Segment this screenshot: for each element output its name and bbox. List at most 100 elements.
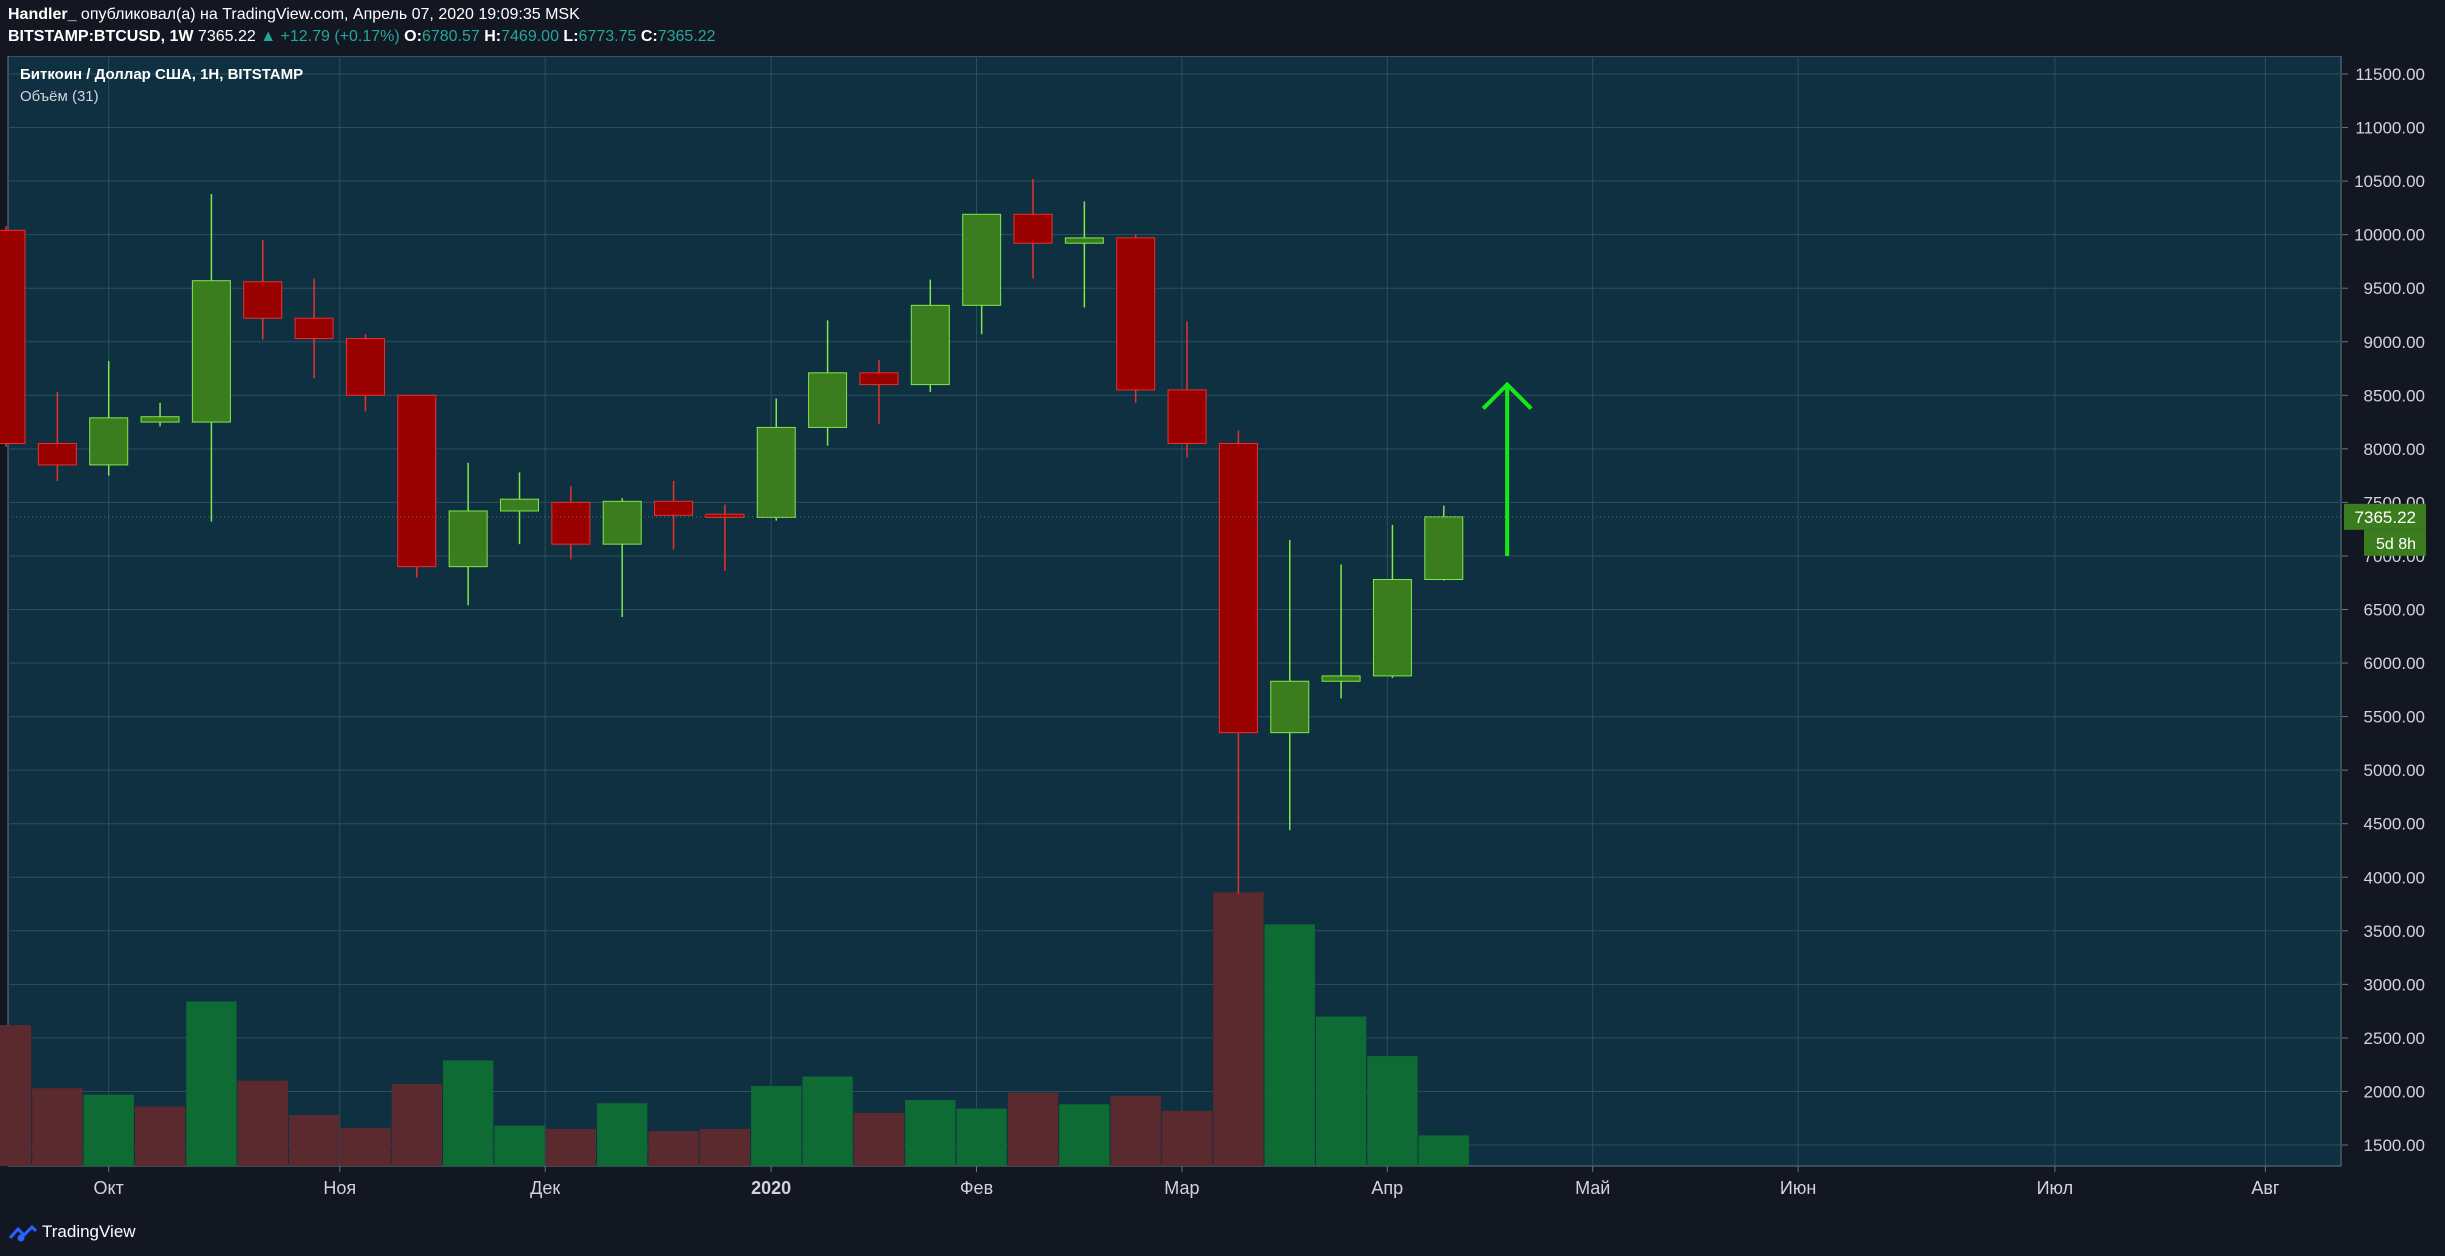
volume-bar (237, 1080, 288, 1166)
candle-body[interactable] (910, 304, 950, 386)
published-text: опубликовал(а) на TradingView.com, Апрел… (76, 6, 580, 23)
volume-bar (1213, 892, 1264, 1166)
ohlc-line: BITSTAMP:BTCUSD, 1W 7365.22 ▲ +12.79 (+0… (8, 28, 716, 46)
candle-body[interactable] (705, 513, 745, 518)
volume-bar (288, 1115, 340, 1166)
price-change: ▲ +12.79 (+0.17%) (260, 28, 400, 45)
x-tick-label: Дек (530, 1178, 560, 1198)
time-axis[interactable] (0, 1167, 2445, 1210)
close-label: C: (640, 28, 658, 45)
price-chart[interactable]: 1500.00 2000.00 2500.00 3000.00 3500.00 4000.… (0, 56, 2445, 1210)
candle-body[interactable] (654, 500, 694, 516)
y-tick-label: 10500.00 (2354, 172, 2425, 191)
x-tick-label: Июл (2037, 1178, 2074, 1198)
volume-bar (699, 1128, 751, 1166)
volume-bar (751, 1086, 802, 1166)
y-tick-label: 8000.00 (2364, 440, 2425, 459)
candle-body[interactable] (140, 416, 180, 423)
price-axis[interactable] (2342, 56, 2445, 1166)
y-tick-label: 2500.00 (2364, 1029, 2425, 1048)
x-tick-label: Окт (94, 1178, 124, 1198)
volume-bar (1110, 1095, 1161, 1166)
candle-body[interactable] (1424, 516, 1464, 581)
candle-body[interactable] (448, 510, 488, 568)
candle-body[interactable] (1064, 237, 1104, 244)
high-value: 7469.00 (501, 28, 559, 45)
candle-body[interactable] (1218, 442, 1258, 734)
volume-bar (494, 1125, 545, 1166)
candle-body[interactable] (243, 281, 283, 319)
y-tick-label: 4000.00 (2364, 868, 2425, 887)
chart-header: Handler_ опубликовал(а) на TradingView.c… (0, 0, 2445, 56)
volume-bar (1418, 1135, 1469, 1166)
close-value: 7365.22 (657, 28, 716, 45)
y-tick-label: 6500.00 (2364, 601, 2425, 620)
candle-body[interactable] (859, 372, 899, 386)
x-tick-label: Ноя (323, 1178, 356, 1198)
y-tick-label: 3000.00 (2364, 975, 2425, 994)
candle-body[interactable] (962, 213, 1002, 306)
candle-body[interactable] (294, 317, 334, 340)
volume-bar (391, 1083, 442, 1166)
open-label: O: (404, 28, 422, 45)
volume-bar (1059, 1104, 1110, 1166)
last-price: 7365.22 (197, 28, 256, 45)
candle-body[interactable] (1321, 675, 1361, 682)
candle-body[interactable] (397, 394, 437, 568)
candle-body[interactable] (89, 417, 129, 466)
footer: TradingView (0, 1210, 2445, 1256)
candle-body[interactable] (191, 280, 231, 423)
volume-legend[interactable]: Объём (31) (20, 88, 99, 105)
x-tick-label: Апр (1371, 1178, 1403, 1198)
volume-bar (1264, 924, 1315, 1166)
y-tick-label: 11000.00 (2355, 119, 2425, 138)
low-value: 6773.75 (578, 28, 637, 45)
volume-bar (1315, 1016, 1367, 1166)
candle-body[interactable] (1167, 389, 1207, 444)
volume-bar (83, 1094, 134, 1166)
candle-body[interactable] (1013, 213, 1053, 244)
low-label: L: (563, 28, 579, 45)
volume-bar (853, 1112, 905, 1166)
candle-body[interactable] (1372, 579, 1412, 677)
candle-body[interactable] (0, 229, 26, 444)
candle-body[interactable] (756, 426, 796, 518)
countdown-tag-label: 5d 8h (2376, 536, 2416, 553)
high-label: H: (484, 28, 502, 45)
x-tick-label: Мар (1164, 1178, 1199, 1198)
candle-body[interactable] (602, 500, 642, 545)
volume-bar (802, 1076, 853, 1166)
author-name[interactable]: Handler_ (8, 6, 77, 23)
last-price-tag-label: 7365.22 (2355, 508, 2416, 527)
candle-body[interactable] (37, 442, 77, 466)
open-value: 6780.57 (421, 28, 480, 45)
y-tick-label: 9500.00 (2364, 279, 2425, 298)
y-tick-label: 1500.00 (2364, 1136, 2425, 1155)
plot-background[interactable] (8, 56, 2341, 1166)
footer-brand[interactable]: TradingView (42, 1222, 136, 1241)
candle-body[interactable] (1270, 680, 1310, 734)
y-tick-label: 11500.00 (2355, 65, 2425, 84)
last-price-tag (2344, 503, 2426, 530)
countdown-tag (2364, 529, 2426, 556)
series-title[interactable]: Биткоин / Доллар США, 1Н, BITSTAMP (20, 66, 304, 83)
volume-bar (1007, 1092, 1059, 1166)
y-tick-label: 4500.00 (2364, 815, 2425, 834)
volume-bar (340, 1127, 391, 1166)
candle-body[interactable] (551, 501, 591, 545)
x-tick-label: Май (1575, 1178, 1610, 1198)
candle-body[interactable] (500, 498, 539, 512)
volume-bar (32, 1088, 83, 1166)
volume-bar (956, 1108, 1007, 1166)
x-tick-label: Фев (960, 1178, 993, 1198)
x-tick-label: Авг (2251, 1178, 2280, 1198)
candle-body[interactable] (808, 372, 848, 428)
tradingview-logo-icon (8, 1224, 38, 1242)
x-tick-label: Июн (1780, 1178, 1816, 1198)
volume-bar (186, 1001, 237, 1166)
volume-bar (1161, 1110, 1213, 1166)
up-arrow-head[interactable] (1481, 381, 1533, 411)
candle-body[interactable] (1116, 237, 1156, 391)
volume-bar (1367, 1056, 1418, 1166)
candle-body[interactable] (345, 338, 385, 396)
